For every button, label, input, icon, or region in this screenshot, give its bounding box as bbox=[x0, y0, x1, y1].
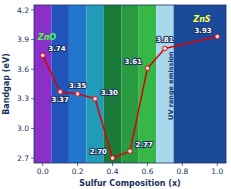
data-line bbox=[43, 37, 218, 158]
y-tick-label: 3.6 bbox=[17, 65, 29, 74]
x-axis-label: Sulfur Composition (x) bbox=[79, 179, 181, 188]
data-label: 2.77 bbox=[136, 141, 153, 149]
x-tick-label: 0.2 bbox=[72, 167, 84, 176]
y-tick bbox=[31, 9, 34, 10]
x-tick-label: 0.4 bbox=[107, 167, 119, 176]
y-tick bbox=[31, 98, 34, 99]
background-band bbox=[34, 5, 51, 163]
x-tick-label: 1.0 bbox=[211, 167, 223, 176]
x-tick bbox=[147, 163, 148, 166]
y-tick-label: 3.3 bbox=[17, 94, 29, 103]
annotation: UV range emission bbox=[167, 51, 175, 120]
x-tick bbox=[112, 163, 113, 166]
x-tick-label: 0.6 bbox=[141, 167, 153, 176]
x-tick bbox=[42, 163, 43, 166]
background-band bbox=[86, 5, 103, 163]
background-band bbox=[139, 5, 156, 163]
x-tick bbox=[182, 163, 183, 166]
y-axis-label: Bandgap (eV) bbox=[2, 53, 11, 114]
y-tick-label: 3.0 bbox=[17, 124, 29, 133]
background-band bbox=[121, 5, 138, 163]
y-tick bbox=[31, 69, 34, 70]
data-point bbox=[93, 97, 98, 102]
data-label: 3.30 bbox=[101, 89, 118, 97]
y-tick-label: 2.7 bbox=[17, 154, 29, 163]
data-point bbox=[58, 90, 63, 95]
plot-area bbox=[34, 5, 226, 163]
data-labels: 3.74 3.373.35 3.30 2.70 2.77 3.61 3.81 3.93 bbox=[48, 27, 212, 156]
data-label: 3.61 bbox=[125, 58, 142, 66]
data-label: 2.70 bbox=[90, 148, 107, 156]
y-tick-label: 3.9 bbox=[17, 35, 29, 44]
y-tick bbox=[31, 158, 34, 159]
background-band bbox=[174, 5, 226, 163]
data-point bbox=[110, 156, 115, 161]
data-label: 3.74 bbox=[48, 45, 65, 53]
x-tick bbox=[77, 163, 78, 166]
chart: 0.0 0.2 0.4 0.6 0.8 1.0 2.7 3.0 3.3 3.6 3.9 4.2 Sulf… bbox=[0, 0, 231, 189]
data-label: 3.37 bbox=[52, 96, 69, 104]
data-label: 3.81 bbox=[156, 36, 173, 44]
background-band bbox=[51, 5, 68, 163]
data-label: 3.35 bbox=[69, 82, 86, 90]
plot-frame bbox=[34, 5, 226, 163]
data-point bbox=[40, 53, 45, 58]
data-point bbox=[145, 66, 150, 71]
x-tick-label: 0.0 bbox=[37, 167, 49, 176]
data-label: 3.93 bbox=[194, 27, 211, 35]
data-point bbox=[163, 46, 168, 51]
data-point bbox=[75, 92, 80, 97]
data-point bbox=[128, 149, 133, 154]
data-point bbox=[215, 34, 220, 39]
annotation: ZnO bbox=[37, 33, 56, 42]
y-tick bbox=[31, 128, 34, 129]
annotation: ZnS bbox=[192, 15, 210, 24]
background-band bbox=[69, 5, 86, 163]
x-tick bbox=[217, 163, 218, 166]
x-tick-label: 0.8 bbox=[176, 167, 188, 176]
y-tick-label: 4.2 bbox=[17, 6, 29, 15]
y-tick bbox=[31, 39, 34, 40]
